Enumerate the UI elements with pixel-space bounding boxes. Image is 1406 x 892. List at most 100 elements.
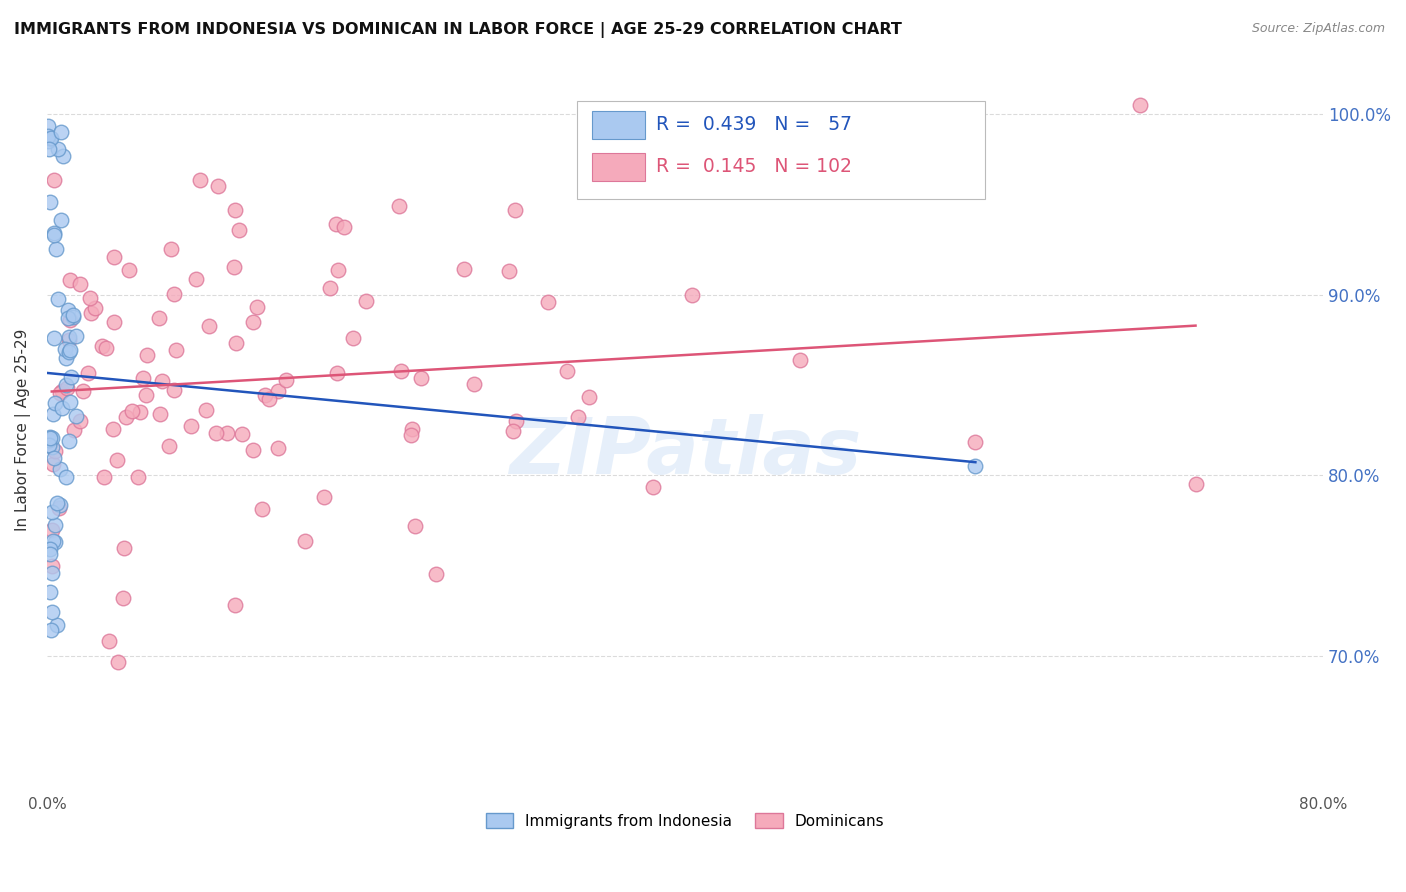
Point (80, 306, 103, 320)
Point (965, 434, 987, 449)
Point (55, 377, 77, 392)
Point (51, 401, 73, 415)
Point (112, 591, 135, 606)
Point (44, 518, 66, 533)
Bar (592, 153, 645, 181)
Point (44, 535, 66, 549)
Point (148, 311, 170, 326)
Point (58, 333, 80, 347)
Point (498, 264, 520, 278)
Point (231, 426, 253, 441)
Point (42, 457, 65, 471)
Point (225, 336, 247, 351)
Point (55, 342, 77, 356)
Point (224, 203, 246, 218)
Point (1129, 97, 1152, 112)
Point (38, 433, 60, 447)
Point (37, 134, 59, 148)
Point (37, 119, 59, 133)
Point (789, 353, 811, 368)
Point (98, 634, 121, 648)
Point (163, 287, 186, 301)
Point (49, 498, 72, 512)
Point (93, 470, 115, 484)
Point (294, 534, 316, 549)
Point (62, 308, 84, 322)
Point (399, 428, 422, 442)
Point (188, 173, 211, 187)
Point (83, 301, 105, 316)
Point (165, 343, 187, 358)
Point (404, 519, 426, 533)
Point (49, 125, 72, 139)
Point (503, 202, 526, 217)
Point (60, 369, 83, 384)
Point (56, 303, 79, 318)
Point (46, 618, 69, 632)
Point (103, 315, 125, 329)
Legend: Immigrants from Indonesia, Dominicans: Immigrants from Indonesia, Dominicans (479, 807, 890, 835)
Point (39, 547, 62, 561)
Point (557, 364, 579, 378)
Point (242, 315, 264, 329)
Point (77, 366, 100, 380)
Point (65, 409, 87, 423)
Point (276, 373, 298, 387)
Point (163, 384, 186, 398)
Point (59, 343, 82, 357)
Point (643, 481, 665, 495)
Point (253, 388, 276, 402)
Point (242, 442, 264, 457)
Point (224, 599, 246, 613)
Point (207, 178, 229, 193)
Point (157, 439, 180, 453)
Point (354, 293, 377, 308)
Point (49, 462, 72, 476)
Point (401, 422, 423, 436)
FancyBboxPatch shape (576, 101, 986, 199)
Point (194, 403, 217, 417)
Text: IMMIGRANTS FROM INDONESIA VS DOMINICAN IN LABOR FORCE | AGE 25-29 CORRELATION CH: IMMIGRANTS FROM INDONESIA VS DOMINICAN I… (14, 22, 901, 38)
Point (267, 442, 290, 456)
Point (42, 407, 65, 421)
Point (42, 227, 65, 242)
Point (58, 330, 80, 344)
Point (65, 329, 87, 343)
Point (136, 349, 159, 363)
Point (425, 567, 447, 582)
Point (79, 291, 101, 305)
Point (49, 386, 72, 401)
Point (537, 294, 560, 309)
Point (128, 405, 150, 419)
Point (58, 434, 80, 448)
Point (112, 541, 135, 556)
Text: ZIPatlas: ZIPatlas (509, 414, 862, 490)
Point (150, 374, 173, 388)
Point (411, 371, 433, 385)
Point (44, 173, 66, 187)
Point (578, 390, 600, 404)
Point (48, 500, 70, 515)
Text: Source: ZipAtlas.com: Source: ZipAtlas.com (1251, 22, 1385, 36)
Point (39, 430, 62, 444)
Point (42, 331, 65, 345)
Point (101, 422, 124, 436)
Point (42, 227, 65, 241)
Text: R =  0.145   N = 102: R = 0.145 N = 102 (655, 157, 852, 177)
Point (46, 292, 69, 306)
Point (41, 605, 63, 619)
Text: R =  0.439   N =   57: R = 0.439 N = 57 (655, 115, 852, 135)
Point (39, 585, 62, 599)
Point (62, 310, 84, 325)
Point (453, 262, 475, 277)
Point (252, 502, 274, 516)
Point (56, 310, 79, 325)
Point (58, 395, 80, 409)
Point (567, 410, 589, 425)
Point (131, 371, 153, 385)
Point (127, 469, 149, 483)
Point (44, 444, 66, 458)
Point (115, 410, 138, 425)
Point (58, 345, 80, 359)
Point (325, 217, 347, 231)
